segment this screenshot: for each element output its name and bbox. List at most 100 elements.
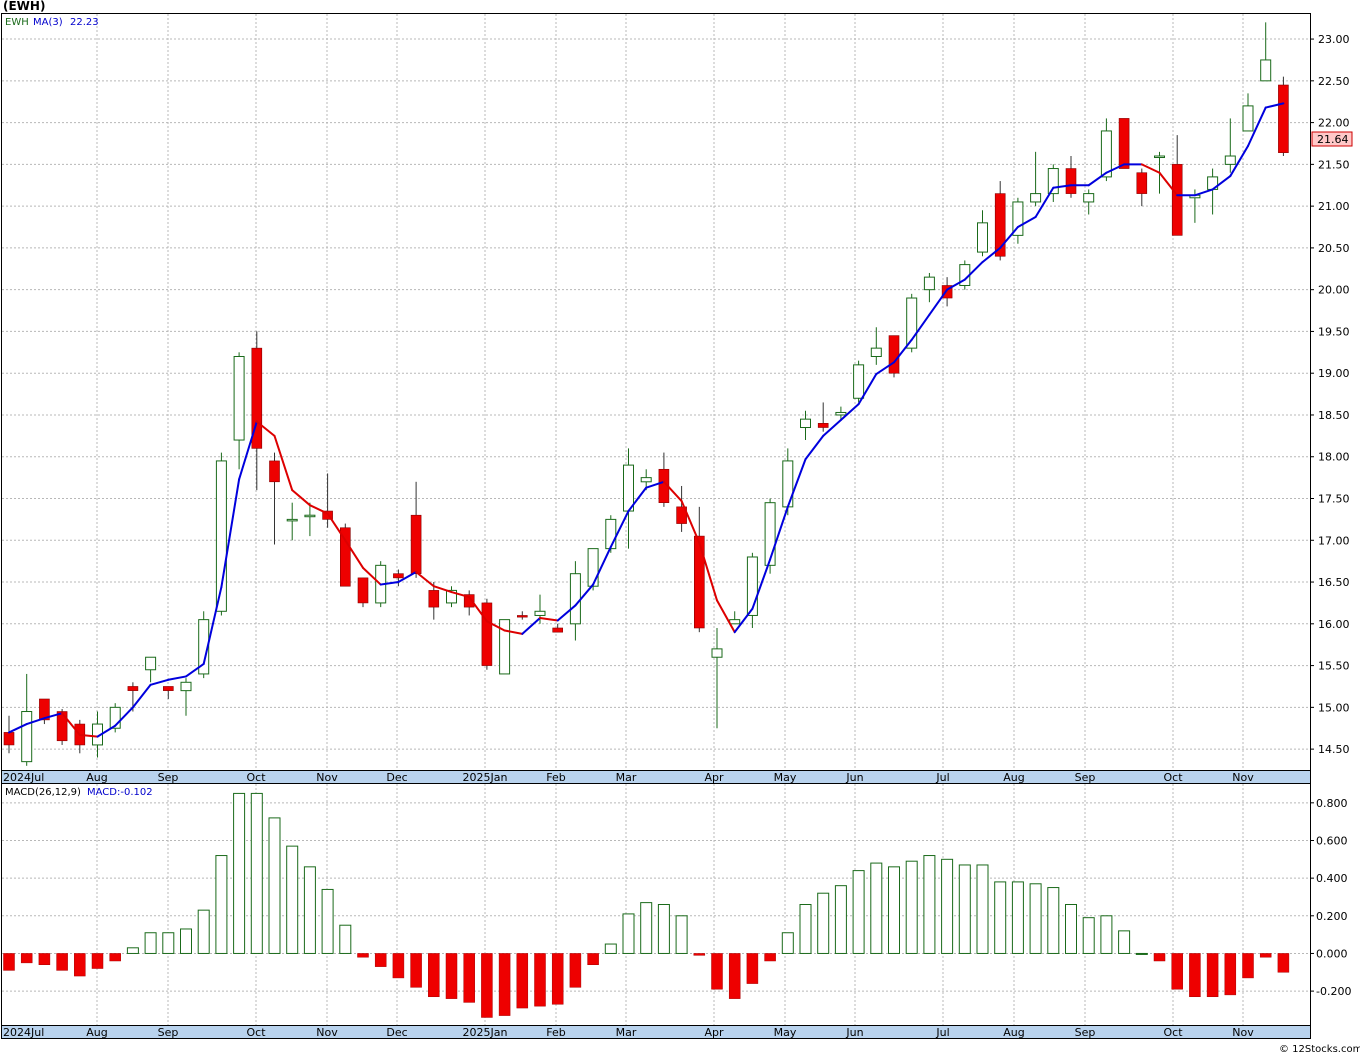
macd-bar-positive [941, 858, 954, 954]
price-y-axis: 14.50 15.00 15.50 16.00 16.50 17.00 17.50 18.00… [1310, 33, 1350, 756]
price-x-tick-label: Jun [845, 771, 863, 784]
macd-bar-negative [410, 953, 422, 988]
candle-body-up [569, 573, 581, 625]
macd-bar-positive [286, 845, 299, 954]
legend-ma-value: 22.23 [70, 17, 99, 28]
candle-body-up [286, 518, 298, 522]
candle-body-down [516, 615, 528, 618]
macd-bar-positive [640, 902, 653, 954]
ma3-segment [645, 480, 665, 489]
candle-body-up [1154, 155, 1165, 159]
price-x-tick-label: 2024Jul [3, 771, 44, 784]
price-x-tick-label: Sep [1075, 771, 1096, 784]
macd-y-tick-label: 0.200 [1316, 910, 1348, 923]
ma3-segment [893, 338, 913, 364]
macd-bar-positive [215, 855, 228, 954]
ma3-segment [1264, 102, 1285, 109]
legend-ma-label: MA(3) [33, 17, 63, 28]
candle-body-down [339, 527, 351, 587]
candle-body-up [729, 619, 741, 625]
candle-body-down [251, 347, 263, 449]
candle-body-up [605, 518, 617, 550]
candle-body-up [1083, 193, 1095, 203]
ma3-segment [238, 420, 258, 481]
ma3-segment [839, 403, 860, 421]
macd-bar-positive [958, 864, 971, 954]
macd-y-tick-label: 0.600 [1316, 834, 1348, 847]
candle-body-up [1100, 130, 1112, 178]
candle-body-down [693, 535, 705, 629]
macd-bar-positive [144, 932, 157, 954]
candle-body-down [163, 686, 174, 691]
macd-bar-positive [1047, 887, 1060, 954]
macd-bar-negative [374, 953, 387, 967]
macd-bar-negative [693, 953, 706, 956]
price-x-tick-label: Aug [86, 771, 107, 784]
chart-title: (EWH) [3, 0, 45, 13]
ma3-segment [999, 226, 1019, 249]
ma3-segment [875, 361, 895, 376]
macd-bar-negative [569, 953, 582, 988]
candle-body-up [640, 477, 652, 483]
macd-x-tick-label: Feb [546, 1026, 565, 1039]
ma3-segment [592, 545, 612, 586]
macd-bar-negative [91, 953, 104, 969]
price-x-tick-label: Sep [158, 771, 179, 784]
candle-body-up [534, 610, 546, 616]
price-y-tick-label: 20.00 [1318, 284, 1350, 297]
ma3-segment [503, 629, 524, 635]
candle-body-up [711, 648, 723, 658]
price-y-tick-label: 19.50 [1318, 325, 1350, 338]
macd-bar-positive [321, 888, 334, 954]
macd-bar-positive [817, 892, 830, 954]
ma3-segment [662, 480, 683, 503]
macd-bar-positive [657, 904, 670, 954]
macd-bar-negative [38, 953, 51, 965]
macd-bar-positive [303, 866, 316, 954]
macd-y-tick-label: -0.200 [1316, 985, 1351, 998]
macd-bar-negative [1224, 953, 1237, 996]
ma3-segment [751, 558, 772, 610]
macd-bar-negative [551, 953, 564, 1005]
macd-x-tick-label: Aug [1003, 1026, 1024, 1039]
ma3-segment [185, 662, 205, 678]
ma3-segment [468, 596, 488, 623]
macd-x-tick-label: Jun [845, 1026, 863, 1039]
candle-body-up [446, 589, 457, 604]
macd-bar-negative [1277, 953, 1290, 973]
candle-body-up [109, 706, 121, 729]
macd-bar-positive [250, 792, 263, 954]
ma3-segment [1158, 171, 1179, 197]
candle-body-down [463, 594, 475, 608]
price-x-axis: 2024Jul Aug Sep Oct Nov Dec 2025Jan Feb Mar Apr Ma… [3, 771, 1254, 784]
ma3-segment [1016, 215, 1037, 229]
ma3-segment [397, 571, 418, 584]
candle-body-down [428, 590, 440, 608]
macd-bar-negative [392, 953, 405, 979]
candle-body-up [1012, 201, 1024, 236]
price-x-tick-label: Oct [1163, 771, 1183, 784]
macd-bar-positive [870, 862, 883, 954]
price-x-tick-label: May [774, 771, 797, 784]
macd-x-tick-label: Aug [86, 1026, 107, 1039]
macd-bar-positive [976, 864, 989, 954]
price-y-tick-label: 15.50 [1318, 660, 1350, 673]
ma3-segment [733, 607, 754, 634]
ma3-segment [25, 717, 46, 726]
ma3-segment [379, 581, 400, 586]
ma3-segment [255, 420, 276, 437]
macd-bar-positive [339, 924, 352, 954]
price-y-tick-label: 22.50 [1318, 75, 1350, 88]
macd-y-axis: -0.200 0.000 0.200 0.400 0.600 0.800 [1310, 797, 1351, 998]
candle-body-up [304, 514, 316, 518]
price-x-tick-label: 2025Jan [463, 771, 508, 784]
macd-bar-negative [516, 953, 529, 1009]
ma3-segment [769, 505, 789, 561]
macd-bar-positive [1135, 952, 1148, 955]
candle-body-down [410, 514, 422, 574]
ma3-segment [946, 278, 966, 291]
ma3-segment [963, 261, 984, 281]
candle-body-up [977, 222, 988, 253]
macd-x-tick-label: Mar [616, 1026, 637, 1039]
